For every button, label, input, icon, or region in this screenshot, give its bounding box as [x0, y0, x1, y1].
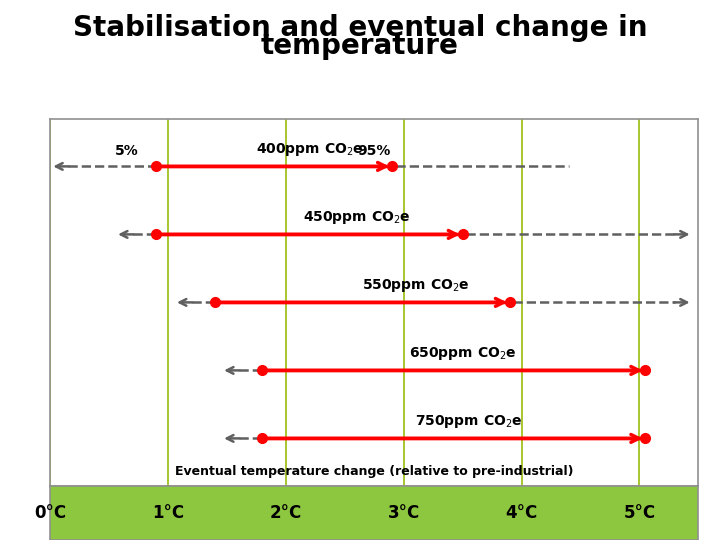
Text: 550ppm CO$_2$e: 550ppm CO$_2$e — [362, 277, 469, 294]
Text: 2°C: 2°C — [270, 504, 302, 522]
Text: 1°C: 1°C — [152, 504, 184, 522]
Text: 750ppm CO$_2$e: 750ppm CO$_2$e — [415, 413, 523, 430]
Text: temperature: temperature — [261, 32, 459, 60]
Text: Eventual temperature change (relative to pre-industrial): Eventual temperature change (relative to… — [175, 465, 574, 478]
Text: 4°C: 4°C — [505, 504, 538, 522]
Text: 0°C: 0°C — [35, 504, 66, 522]
Text: 3°C: 3°C — [388, 504, 420, 522]
Text: Stabilisation and eventual change in: Stabilisation and eventual change in — [73, 14, 647, 42]
Text: 5%: 5% — [115, 144, 139, 158]
Text: 400ppm CO$_2$e: 400ppm CO$_2$e — [256, 141, 364, 158]
Text: 650ppm CO$_2$e: 650ppm CO$_2$e — [409, 345, 516, 362]
Text: 450ppm CO$_2$e: 450ppm CO$_2$e — [303, 209, 410, 226]
Text: 95%: 95% — [358, 144, 391, 158]
Text: 5°C: 5°C — [624, 504, 655, 522]
